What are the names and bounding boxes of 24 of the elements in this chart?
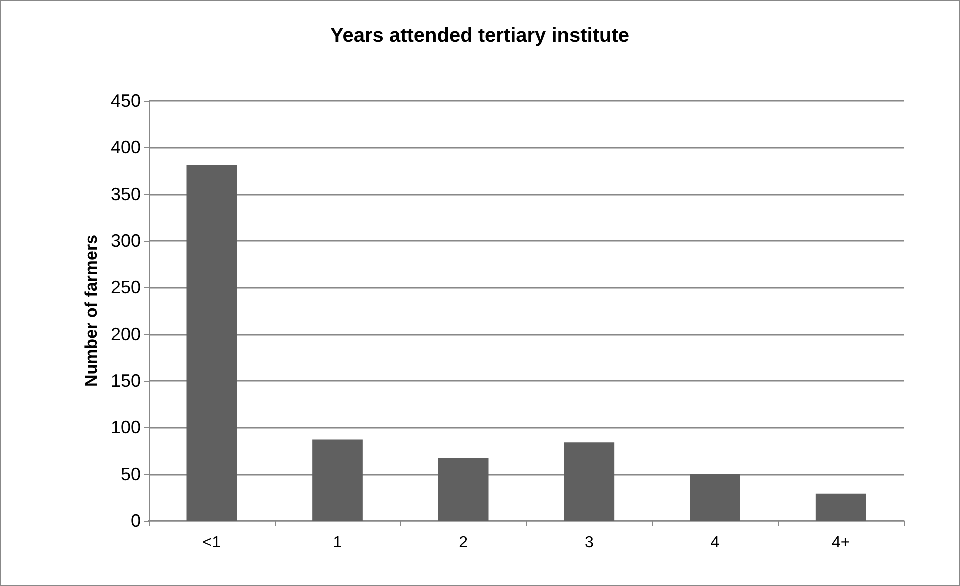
bar xyxy=(564,442,615,521)
y-tick-label: 350 xyxy=(110,184,141,204)
chart-title: Years attended tertiary institute xyxy=(330,25,630,47)
y-tick-label: 150 xyxy=(110,371,141,391)
y-tick-label: 300 xyxy=(110,231,141,251)
x-tick-label: 2 xyxy=(459,534,468,552)
x-tick-label: <1 xyxy=(202,534,222,552)
bar xyxy=(186,165,238,521)
y-tick-label: 200 xyxy=(110,324,141,344)
y-tick-label: 400 xyxy=(110,138,141,158)
bar xyxy=(816,494,866,521)
x-tick-label: 4+ xyxy=(832,534,850,552)
y-tick-label: 250 xyxy=(110,278,141,298)
y-tick-label: 0 xyxy=(130,511,141,531)
x-tick-label: 4 xyxy=(710,534,720,552)
x-tick-label: 1 xyxy=(333,534,342,552)
bar xyxy=(438,458,489,521)
y-tick-label: 450 xyxy=(110,91,141,111)
bar xyxy=(312,440,363,521)
y-tick-label: 50 xyxy=(120,464,141,484)
x-tick-label: 3 xyxy=(584,534,594,552)
y-axis-title: Number of farmers xyxy=(82,234,102,388)
y-tick-label: 100 xyxy=(110,418,141,438)
bar xyxy=(690,474,740,521)
